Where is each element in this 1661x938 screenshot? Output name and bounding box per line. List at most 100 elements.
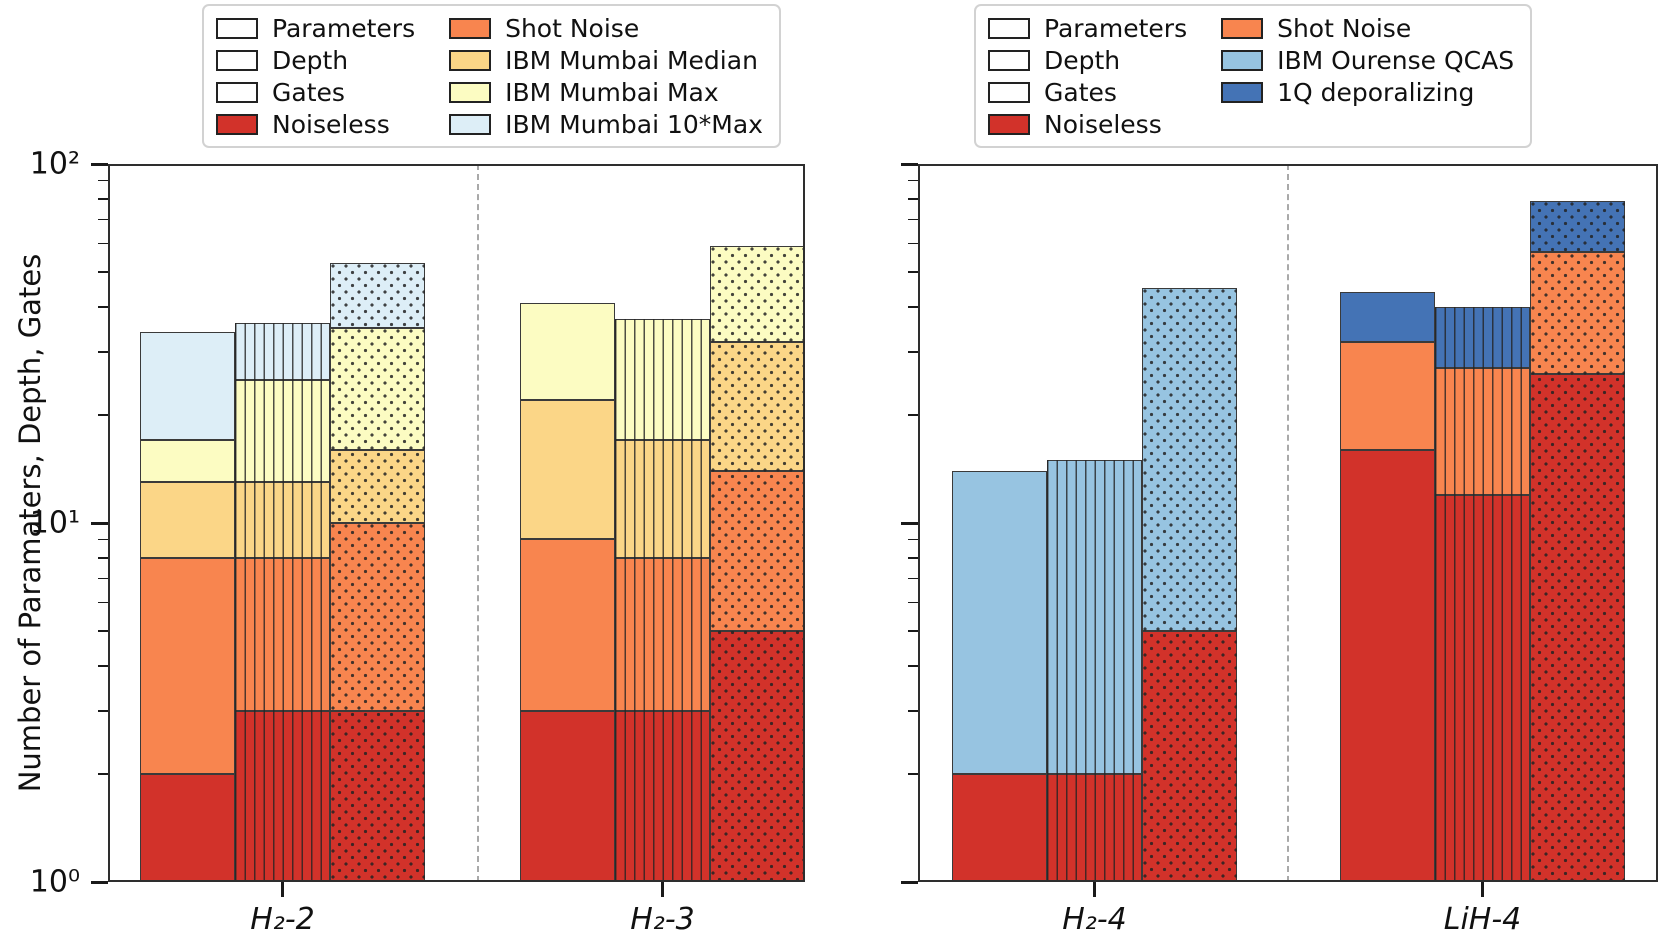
segment-ibm-mumbai-median [235, 482, 330, 558]
y-minor-tick [908, 271, 918, 273]
legend-label: Shot Noise [1277, 13, 1412, 43]
segment-shot-noise [140, 557, 235, 774]
segment-ibm-mumbai-median [520, 400, 615, 540]
legend-label: 1Q deporalizing [1277, 77, 1475, 107]
y-major-tick [91, 880, 108, 884]
y-minor-tick [98, 218, 108, 221]
segment-ibm-mumbai-median [615, 440, 710, 558]
segment-shot-noise [1340, 341, 1435, 450]
legend-swatch [1221, 81, 1264, 103]
right-spine [1656, 164, 1658, 882]
legend-item-gates: Gates [988, 80, 1187, 105]
y-minor-tick [98, 179, 108, 182]
y-minor-tick [908, 218, 918, 221]
x-tick [1481, 882, 1484, 897]
y-minor-tick [98, 350, 108, 353]
y-minor-tick [98, 556, 108, 559]
segment-shot-noise [1435, 368, 1530, 495]
y-minor-tick [908, 709, 918, 712]
y-minor-tick [98, 709, 108, 712]
segment-shot-noise [235, 557, 330, 711]
y-minor-tick [908, 577, 918, 580]
panel-right-ibm-ourense: H₂-4 LiH-4 [901, 162, 1658, 937]
segment-shot-noise [615, 557, 710, 711]
segment-noiseless [1435, 494, 1530, 882]
y-minor-tick [98, 773, 108, 775]
y-tick-label: 10² [29, 146, 80, 182]
legend-swatch [988, 113, 1030, 135]
legend-right: Parameters Depth Gates Noiseless Shot Noise I… [974, 4, 1533, 148]
legend-item-noiseless: Noiseless [988, 109, 1187, 139]
legend-item-1q-deporalizing: 1Q deporalizing [1221, 77, 1514, 107]
legend-item-depth: Depth [216, 45, 415, 75]
segment-ibm-ourense-qcas [952, 470, 1047, 774]
segment-shot-noise [520, 539, 615, 711]
y-major-tick [901, 162, 918, 166]
legend-label: IBM Ourense QCAS [1277, 45, 1515, 75]
legend-swatch [216, 81, 258, 103]
y-minor-tick [908, 630, 918, 632]
legend-column: Shot Noise IBM Mumbai Median IBM Mumbai Ma… [449, 16, 763, 139]
bottom-spine [108, 880, 805, 882]
y-minor-tick [98, 306, 108, 308]
legend-label: Parameters [272, 13, 416, 43]
legend-swatch [449, 81, 492, 103]
category-divider [1287, 164, 1289, 882]
legend-label: IBM Mumbai 10*Max [505, 109, 763, 139]
bottom-spine [918, 880, 1658, 882]
x-tick-label-2: H₂-3 [630, 902, 695, 937]
y-minor-tick [908, 665, 918, 667]
y-minor-tick [98, 665, 108, 667]
x-tick [281, 882, 284, 897]
y-major-tick [91, 162, 108, 166]
top-spine [918, 164, 1658, 166]
y-minor-tick [908, 242, 918, 245]
segment-noiseless [330, 710, 425, 882]
segment-ibm-ourense-qcas [1142, 288, 1237, 632]
segment-noiseless [710, 631, 805, 882]
segment-ibm-mumbai-max [710, 246, 805, 342]
y-tick-label: 10¹ [29, 505, 80, 541]
legend-label: Noiseless [1044, 109, 1162, 139]
legend-item-gates: Gates [216, 80, 415, 105]
segment-noiseless [1340, 449, 1435, 882]
y-minor-tick [98, 538, 108, 541]
legend-swatch [449, 113, 492, 135]
segment-ibm-mumbai-10-max [140, 332, 235, 441]
segment-noiseless [140, 773, 235, 882]
y-minor-tick [908, 538, 918, 541]
x-tick [661, 882, 664, 897]
left-spine [918, 164, 920, 882]
segment-noiseless [615, 710, 710, 882]
legend-item-shot-noise: Shot Noise [1221, 13, 1514, 43]
segment-noiseless [952, 773, 1047, 882]
legend-label: Noiseless [272, 109, 390, 139]
left-spine [108, 164, 110, 882]
legend-swatch [988, 81, 1030, 103]
x-tick-label-1: H₂-4 [1062, 902, 1127, 937]
legend-item-parameters: Parameters [216, 13, 416, 43]
legend-item-depth: Depth [988, 48, 1187, 73]
segment-ibm-mumbai-median [330, 449, 425, 523]
segment-shot-noise [330, 523, 425, 711]
legend-swatch [1221, 49, 1264, 71]
legend-item-shot-noise: Shot Noise [449, 16, 763, 41]
y-minor-tick [908, 773, 918, 775]
legend-item-noiseless: Noiseless [216, 109, 415, 139]
top-spine [108, 164, 805, 166]
legend-column: Parameters Depth Gates Noiseless [988, 16, 1187, 139]
legend-column: Shot Noise IBM Ourense QCAS 1Q deporalizin… [1221, 16, 1514, 136]
segment-shot-noise [710, 470, 805, 632]
legend-label: Depth [272, 45, 349, 75]
y-minor-tick [98, 271, 108, 273]
legend-swatch [988, 17, 1030, 39]
y-major-tick [901, 880, 918, 884]
segment-noiseless [1530, 374, 1625, 882]
legend-left: Parameters Depth Gates Noiseless Shot Noise I… [202, 4, 781, 148]
segment-ibm-ourense-qcas [1047, 459, 1142, 774]
panel-left-ibm-mumbai: 10⁰ 10¹ 10² H₂-2 H₂-3 [30, 147, 805, 937]
segment-1q-deporalizing [1530, 200, 1625, 252]
legend-label: IBM Mumbai Max [505, 77, 719, 107]
segment-noiseless [1047, 773, 1142, 882]
legend-swatch [216, 17, 258, 39]
